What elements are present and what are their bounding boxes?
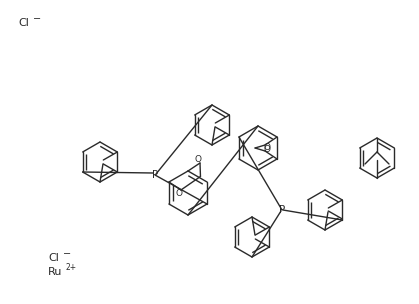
- Text: −: −: [33, 14, 41, 24]
- Text: O: O: [264, 144, 271, 154]
- Text: O: O: [194, 154, 202, 164]
- Text: −: −: [63, 249, 71, 259]
- Text: P: P: [152, 170, 158, 180]
- Text: O: O: [176, 189, 182, 199]
- Text: Cl: Cl: [18, 18, 29, 28]
- Text: 2+: 2+: [65, 264, 76, 272]
- Text: O: O: [264, 143, 271, 151]
- Text: Cl: Cl: [48, 253, 59, 263]
- Text: P: P: [279, 205, 285, 215]
- Text: Ru: Ru: [48, 267, 62, 277]
